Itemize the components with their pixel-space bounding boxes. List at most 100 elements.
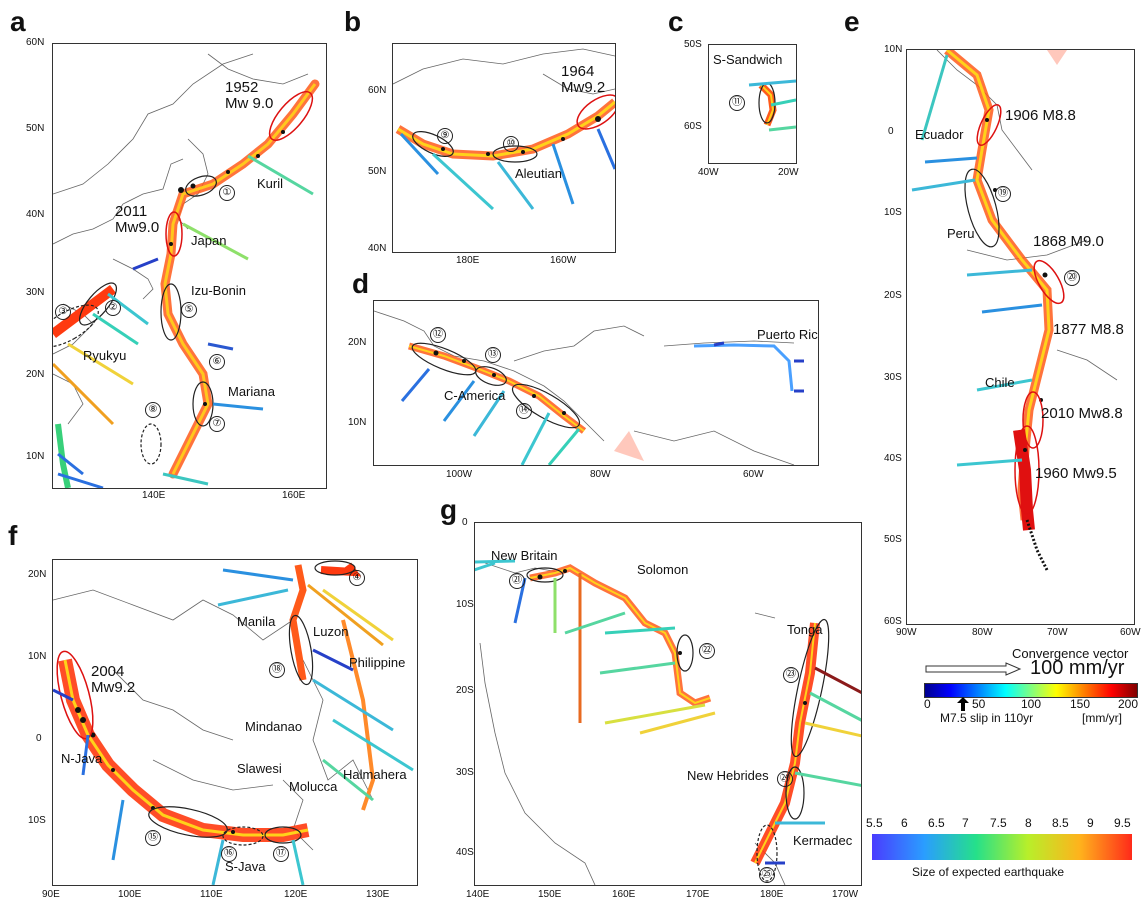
axis-tick: 140E bbox=[466, 889, 490, 900]
segment-marker: ⑮ bbox=[145, 830, 161, 846]
legend-slip-caption: M7.5 slip in 110yr bbox=[940, 711, 1034, 725]
axis-tick: 90W bbox=[896, 627, 917, 638]
panel-g-map-graphic bbox=[475, 559, 861, 885]
segment-marker: ㉔ bbox=[777, 771, 793, 787]
map-panel-d: C-America Puerto Rico ⑫ ⑬ ⑭ bbox=[373, 300, 819, 466]
axis-tick: 110E bbox=[200, 889, 223, 900]
label-2010-event: 2010 Mw8.8 bbox=[1041, 405, 1123, 422]
axis-tick: 120E bbox=[284, 889, 308, 900]
legend-size-tick: 7 bbox=[962, 816, 969, 830]
axis-tick: 40S bbox=[884, 453, 902, 464]
segment-marker: ㉓ bbox=[783, 667, 799, 683]
axis-tick: 140E bbox=[142, 490, 166, 501]
legend-size-caption: Size of expected earthquake bbox=[912, 865, 1065, 879]
axis-tick: 10S bbox=[456, 599, 474, 610]
map-panel-g: New Britain Solomon New Hebrides Tonga K… bbox=[474, 522, 862, 886]
axis-tick: 40S bbox=[456, 847, 474, 858]
axis-tick: 160W bbox=[550, 255, 577, 266]
axis-tick: 40W bbox=[698, 167, 719, 178]
label-s-java: S-Java bbox=[225, 859, 266, 874]
legend-size-tick: 9.5 bbox=[1114, 816, 1131, 830]
panel-letter-e: e bbox=[844, 6, 860, 37]
label-1868-event: 1868 M9.0 bbox=[1033, 233, 1104, 250]
axis-tick: 150E bbox=[538, 889, 562, 900]
legend-size-tick: 5.5 bbox=[866, 816, 883, 830]
axis-tick: 10S bbox=[28, 815, 46, 826]
axis-tick: 60S bbox=[684, 121, 702, 132]
axis-tick: 30N bbox=[26, 287, 45, 298]
label-s-sandwich: S-Sandwich bbox=[713, 52, 783, 67]
axis-tick: 50S bbox=[684, 39, 702, 50]
axis-tick: 170W bbox=[832, 889, 859, 900]
segment-marker: ⑩ bbox=[503, 136, 519, 152]
axis-tick: 40N bbox=[368, 243, 387, 254]
legend-slip-tick: 50 bbox=[972, 697, 986, 711]
axis-tick: 10S bbox=[884, 207, 902, 218]
panel-a-map-graphic bbox=[53, 53, 320, 488]
panel-letter-f: f bbox=[8, 520, 18, 551]
label-izu-bonin: Izu-Bonin bbox=[191, 283, 246, 298]
panel-b-map-graphic bbox=[393, 48, 615, 211]
map-panel-b: 1964 Mw9.2 Aleutian ⑨ ⑩ bbox=[392, 43, 616, 253]
legend-slip-unit: [mm/yr] bbox=[1082, 711, 1122, 725]
label-solomon: Solomon bbox=[637, 562, 689, 577]
label-ecuador: Ecuador bbox=[915, 127, 964, 142]
axis-tick: 90E bbox=[42, 889, 60, 900]
label-1906-event: 1906 M8.8 bbox=[1005, 107, 1076, 124]
segment-marker: ① bbox=[219, 185, 235, 201]
axis-tick: 60S bbox=[884, 616, 902, 627]
label-ryukyu: Ryukyu bbox=[83, 348, 127, 363]
segment-marker: ④ bbox=[349, 570, 365, 586]
legend-size-tick: 7.5 bbox=[990, 816, 1007, 830]
map-panel-e: Ecuador Peru Chile 1906 M8.8 1868 M9.0 1… bbox=[906, 49, 1135, 625]
legend-slip-tick: 100 bbox=[1021, 697, 1042, 711]
label-2004-event: 2004 Mw9.2 bbox=[91, 663, 136, 696]
legend-slip-tick: 150 bbox=[1070, 697, 1091, 711]
axis-tick: 10N bbox=[348, 417, 367, 428]
label-kuril: Kuril bbox=[257, 176, 284, 191]
panel-f-map-graphic bbox=[53, 560, 414, 885]
map-panel-f: 2004 Mw9.2 N-Java S-Java Manila Luzon Ph… bbox=[52, 559, 418, 886]
axis-tick: 100E bbox=[118, 889, 142, 900]
label-halmahera: Halmahera bbox=[343, 767, 407, 782]
axis-tick: 20S bbox=[884, 290, 902, 301]
segment-marker: ⑯ bbox=[221, 846, 237, 862]
axis-tick: 0 bbox=[888, 126, 894, 137]
segment-marker: ⑫ bbox=[430, 327, 446, 343]
legend-size-tick: 6.5 bbox=[928, 816, 945, 830]
segment-marker: ⑱ bbox=[269, 662, 285, 678]
segment-marker: ⑪ bbox=[729, 95, 745, 111]
label-1960-event: 1960 Mw9.5 bbox=[1035, 465, 1117, 482]
axis-tick: 60W bbox=[1120, 627, 1141, 638]
axis-tick: 180E bbox=[760, 889, 784, 900]
legend-slip-tick: 200 bbox=[1118, 697, 1139, 711]
label-chile: Chile bbox=[985, 375, 1015, 390]
axis-tick: 50N bbox=[368, 166, 387, 177]
axis-tick: 60N bbox=[368, 85, 387, 96]
segment-marker: ② bbox=[105, 300, 121, 316]
axis-tick: 0 bbox=[462, 517, 468, 528]
segment-marker: ㉑ bbox=[509, 573, 525, 589]
axis-tick: 10N bbox=[26, 451, 45, 462]
label-tonga: Tonga bbox=[787, 622, 823, 637]
legend-size-tick: 8.5 bbox=[1052, 816, 1069, 830]
panel-letter-c: c bbox=[668, 6, 684, 37]
legend-slip-arrow-icon bbox=[957, 697, 969, 711]
label-peru: Peru bbox=[947, 226, 975, 241]
axis-tick: 180E bbox=[456, 255, 480, 266]
axis-tick: 50S bbox=[884, 534, 902, 545]
label-new-hebrides: New Hebrides bbox=[687, 768, 769, 783]
axis-tick: 80W bbox=[590, 469, 611, 480]
axis-tick: 0 bbox=[36, 733, 42, 744]
axis-tick: 60N bbox=[26, 37, 45, 48]
segment-marker: ㉕ bbox=[759, 867, 775, 883]
label-puerto-rico: Puerto Rico bbox=[757, 327, 819, 342]
label-mariana: Mariana bbox=[228, 384, 275, 399]
label-1952-event: 1952 Mw 9.0 bbox=[225, 79, 274, 112]
axis-tick: 100W bbox=[446, 469, 473, 480]
legend-convergence-title: Convergence vector bbox=[1012, 646, 1129, 661]
label-c-america: C-America bbox=[444, 388, 506, 403]
panel-letter-d: d bbox=[352, 268, 370, 299]
axis-tick: 130E bbox=[366, 889, 390, 900]
segment-marker: ⑨ bbox=[437, 128, 453, 144]
